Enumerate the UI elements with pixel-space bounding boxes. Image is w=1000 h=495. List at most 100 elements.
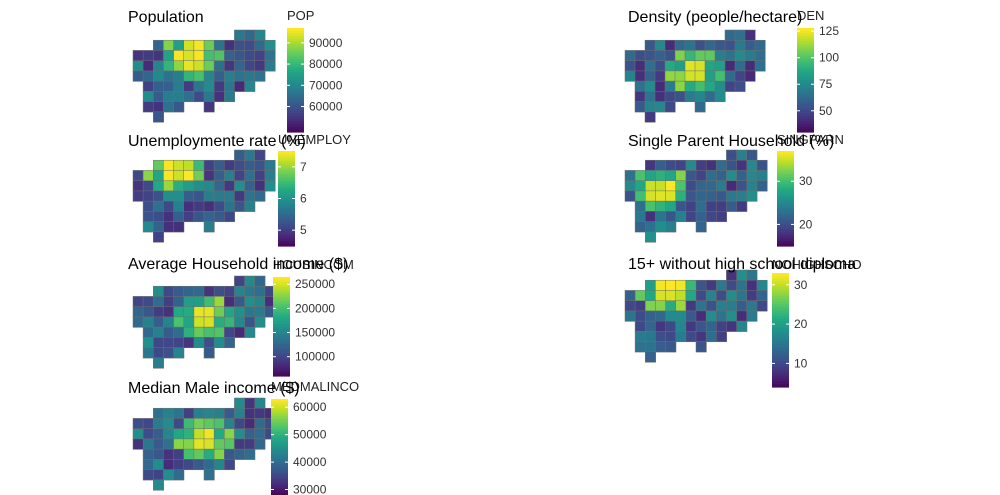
map-region <box>193 211 205 223</box>
map-region <box>193 438 205 450</box>
colorbar-segment <box>797 103 814 107</box>
map-region <box>203 448 215 460</box>
map-region <box>173 438 185 450</box>
map-region <box>254 296 266 308</box>
colorbar-segment <box>772 287 789 291</box>
map-region <box>234 326 246 338</box>
colorbar-segment <box>777 224 794 228</box>
map-region <box>664 101 676 113</box>
map-region <box>173 459 185 471</box>
colorbar-segment <box>777 200 794 204</box>
map-region <box>193 170 205 182</box>
map-regions <box>624 269 768 363</box>
colorbar-segment <box>278 167 295 171</box>
map-region <box>644 60 656 72</box>
colorbar-segment <box>777 234 794 238</box>
map-region <box>705 190 717 202</box>
map-region <box>655 310 667 322</box>
colorbar-tick-label: 60000 <box>293 400 327 414</box>
colorbar-segment <box>772 361 789 365</box>
map-region <box>634 190 646 202</box>
map-region <box>665 200 677 212</box>
map-region <box>695 279 707 291</box>
map-region <box>756 180 768 192</box>
colorbar-segment <box>287 111 304 115</box>
map-region <box>193 306 205 318</box>
map-region <box>193 80 205 92</box>
colorbar-segment <box>273 314 290 318</box>
colorbar-segment <box>271 403 288 407</box>
map-region <box>665 211 677 223</box>
map-region <box>714 80 726 92</box>
colorbar-segment <box>797 119 814 123</box>
map-region <box>193 418 205 430</box>
colorbar-segment <box>287 126 304 130</box>
map-region <box>142 296 154 308</box>
legend-title: MEDMALINCO <box>271 379 359 394</box>
map-region <box>173 469 185 481</box>
map-region <box>142 211 154 223</box>
map-region <box>726 290 738 302</box>
map-region <box>183 211 195 223</box>
colorbar-segment <box>273 291 290 295</box>
colorbar-segment <box>797 116 814 120</box>
map-region <box>163 448 175 460</box>
map-region <box>244 200 256 212</box>
map-region <box>244 70 256 82</box>
map-region <box>142 190 154 202</box>
colorbar-segment <box>287 56 304 60</box>
map-region <box>183 306 195 318</box>
map-regions <box>132 29 276 123</box>
map-region <box>213 326 225 338</box>
colorbar-segment <box>273 341 290 345</box>
legend-title: SINGPARN <box>777 132 844 147</box>
colorbar-segment <box>278 162 295 166</box>
map-region <box>224 190 235 202</box>
colorbar-segment <box>287 82 304 86</box>
map-region <box>142 180 154 192</box>
map-region <box>213 60 225 72</box>
colorbar-segment <box>287 48 304 52</box>
colorbar-segment <box>772 367 789 371</box>
map-region <box>736 320 748 332</box>
colorbar-segment <box>772 301 789 305</box>
map-region <box>203 428 215 440</box>
map-region <box>654 101 666 113</box>
map-region <box>173 316 185 328</box>
colorbar-segment <box>772 341 789 345</box>
colorbar-segment <box>772 355 789 360</box>
map-region <box>163 170 175 182</box>
map-region <box>746 159 758 171</box>
map-region <box>645 290 656 302</box>
colorbar-segment <box>797 108 814 112</box>
map-region <box>213 91 225 103</box>
colorbar-segment <box>777 231 794 235</box>
colorbar-segment <box>287 103 304 107</box>
colorbar-segment <box>772 318 789 323</box>
map-region <box>734 70 746 82</box>
map-region <box>132 180 144 192</box>
map-region <box>203 316 215 328</box>
colorbar-segment <box>271 475 288 479</box>
colorbar-segment <box>772 352 789 357</box>
map-region <box>695 180 707 192</box>
map-region <box>234 397 246 409</box>
map-region <box>153 200 164 212</box>
colorbar-segment <box>287 74 304 78</box>
map-region <box>645 211 656 223</box>
colorbar-segment <box>273 309 290 313</box>
colorbar-segment <box>273 319 290 323</box>
colorbar-segment <box>273 316 290 320</box>
map-region <box>183 428 195 440</box>
map-region <box>746 279 758 291</box>
colorbar-segment <box>797 33 814 37</box>
map-region <box>132 70 144 82</box>
map-region <box>163 180 175 192</box>
map-region <box>213 418 225 430</box>
colorbar-segment <box>278 217 295 221</box>
map-region <box>664 91 676 103</box>
map-region <box>163 438 175 450</box>
map-region <box>234 418 246 430</box>
map-region <box>213 39 225 51</box>
map-region <box>705 300 717 312</box>
